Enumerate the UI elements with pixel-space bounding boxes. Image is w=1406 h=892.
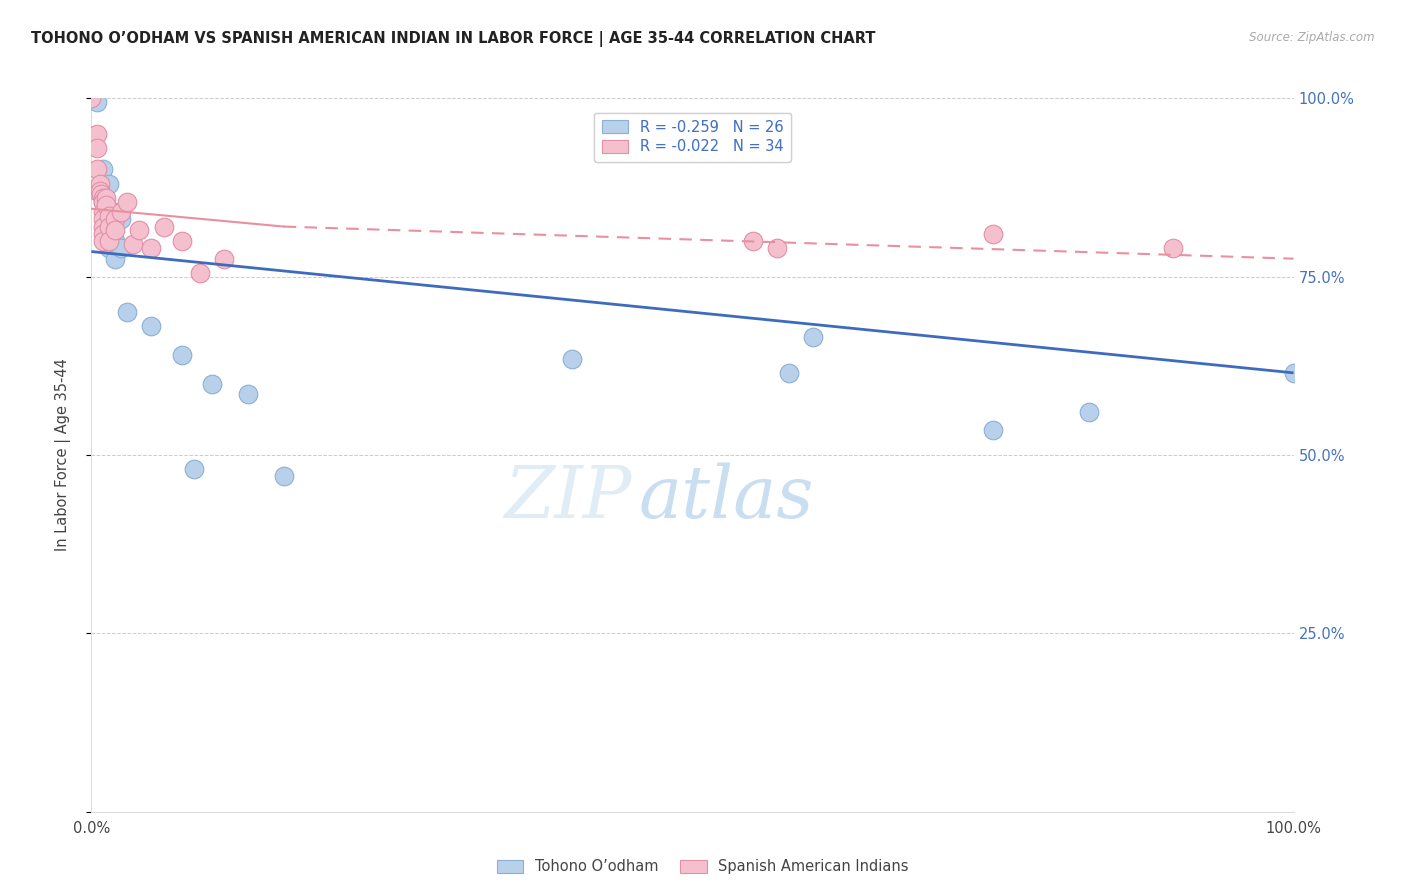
Point (98, 205, 121, 219)
Point (98, 223, 121, 237)
Point (104, 212, 127, 227)
Point (90, 187, 112, 202)
Point (89, 177, 111, 191)
Point (86, 141, 108, 155)
Legend: R = -0.259   N = 26, R = -0.022   N = 34: R = -0.259 N = 26, R = -0.022 N = 34 (595, 112, 790, 161)
Point (94, 198, 117, 212)
Text: Source: ZipAtlas.com: Source: ZipAtlas.com (1250, 31, 1375, 45)
Point (110, 212, 132, 227)
Point (1282, 366, 1305, 380)
Point (93, 234, 115, 248)
Point (170, 234, 193, 248)
Point (183, 462, 205, 476)
Point (98, 241, 121, 255)
Point (93, 194, 115, 209)
Point (1078, 405, 1101, 419)
Legend: Tohono O’odham, Spanish American Indians: Tohono O’odham, Spanish American Indians (491, 854, 915, 880)
Point (80, 91, 103, 105)
Point (104, 252, 127, 266)
Point (741, 234, 763, 248)
Point (170, 348, 193, 362)
Point (117, 305, 139, 319)
Point (93, 191, 115, 205)
Point (86, 162, 108, 177)
Text: ZIP: ZIP (505, 462, 633, 533)
Point (93, 227, 115, 241)
Point (110, 205, 132, 219)
Point (128, 223, 150, 237)
Point (89, 184, 111, 198)
Point (141, 319, 163, 334)
Point (98, 219, 121, 234)
Point (981, 227, 1004, 241)
Point (86, 184, 108, 198)
Point (86, 95, 108, 109)
Text: TOHONO O’ODHAM VS SPANISH AMERICAN INDIAN IN LABOR FORCE | AGE 35-44 CORRELATION: TOHONO O’ODHAM VS SPANISH AMERICAN INDIA… (31, 31, 876, 47)
Point (93, 162, 115, 177)
Point (201, 376, 224, 391)
Point (98, 209, 121, 223)
Point (273, 469, 295, 483)
Point (236, 387, 259, 401)
Point (188, 266, 211, 280)
Point (765, 241, 787, 255)
Point (152, 219, 174, 234)
Point (104, 223, 127, 237)
Point (981, 423, 1004, 437)
Point (561, 351, 583, 366)
Point (110, 241, 132, 255)
Point (93, 219, 115, 234)
Text: atlas: atlas (638, 462, 814, 533)
Point (86, 127, 108, 141)
Point (104, 205, 127, 219)
Point (212, 252, 235, 266)
Y-axis label: In Labor Force | Age 35-44: In Labor Force | Age 35-44 (55, 359, 70, 551)
Point (98, 234, 121, 248)
Point (93, 212, 115, 227)
Point (93, 205, 115, 219)
Point (801, 330, 824, 344)
Point (98, 177, 121, 191)
Point (122, 237, 145, 252)
Point (778, 366, 800, 380)
Point (94, 191, 117, 205)
Point (117, 194, 139, 209)
Point (1161, 241, 1184, 255)
Point (141, 241, 163, 255)
Point (93, 194, 115, 209)
Point (104, 234, 127, 248)
